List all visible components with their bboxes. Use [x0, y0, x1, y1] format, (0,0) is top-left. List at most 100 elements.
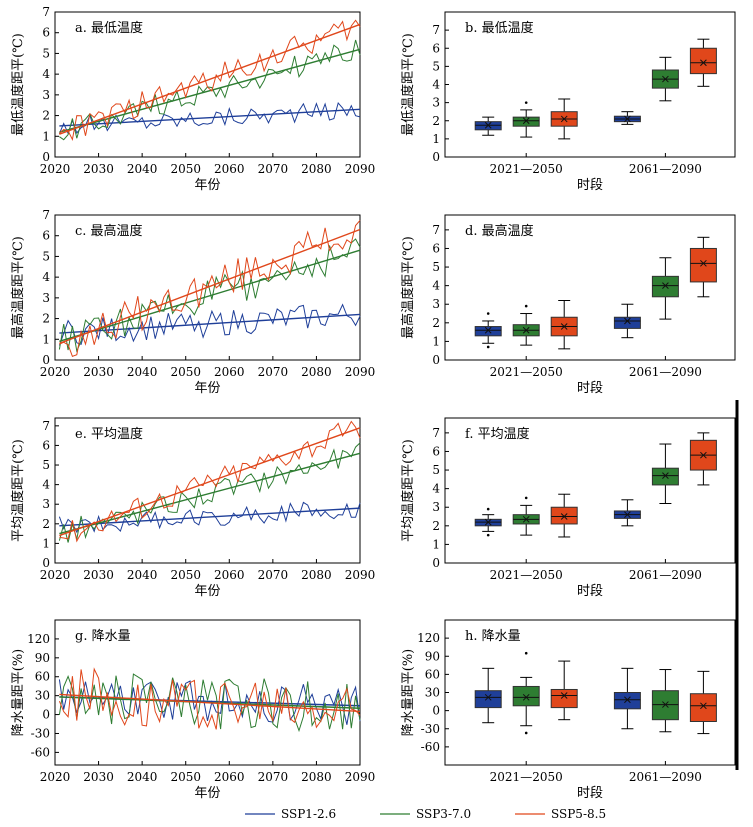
box-outlier: [524, 731, 528, 735]
series-line-SSP5-8.5: [59, 420, 361, 543]
y-tick-label: 0: [432, 353, 440, 367]
legend-label: SSP1-2.6: [281, 807, 336, 821]
x-tick-label: 2060: [214, 162, 245, 176]
x-tick-label: 2050: [170, 162, 201, 176]
x-tick-label: 2080: [301, 770, 332, 784]
box-outlier: [486, 507, 490, 511]
trend-line-SSP3-7.0: [59, 48, 361, 133]
y-tick-label: -30: [421, 722, 440, 736]
box-mean-marker: [700, 259, 707, 267]
x-tick-label: 2030: [83, 162, 114, 176]
y-tick-label: 1: [432, 132, 440, 146]
panel-d: d. 最高温度 0 1 2 3 4 5 6 7 最高温度距平(℃) 时段 2021—2050 2061—…: [400, 214, 736, 396]
y-tick-label: 5: [432, 260, 440, 274]
box-mean-marker: [522, 326, 530, 334]
box-2061—2090-SSP5-8.5: [689, 432, 717, 486]
y-axis-label: 最高温度距平(℃): [400, 236, 416, 339]
series-line-SSP3-7.0: [59, 39, 361, 141]
x-axis-label: 时段: [577, 584, 603, 599]
y-tick-label: 3: [42, 88, 50, 102]
y-tick-label: 7: [42, 208, 50, 222]
y-tick-label: 6: [432, 444, 440, 458]
panel-title: h. 降水量: [465, 629, 521, 644]
y-tick-label: 2: [42, 517, 50, 531]
y-tick-label: 1: [432, 334, 440, 348]
x-axis-label: 年份: [194, 178, 220, 193]
y-tick-label: 7: [42, 419, 50, 433]
x-tick-label: 2060: [214, 568, 245, 582]
box-iqr: [512, 685, 540, 707]
x-tick-label: 2021—2050: [490, 568, 563, 582]
box-outlier: [486, 312, 490, 315]
y-tick-label: 0: [432, 704, 440, 718]
box-iqr: [550, 688, 578, 709]
y-tick-label: 3: [432, 297, 440, 311]
panel-b: b. 最低温度 0 1 2 3 4 5 6 7 最低温度距平(℃) 时段 2021—2050 2061—…: [400, 11, 736, 193]
x-tick-label: 2050: [170, 770, 201, 784]
box-mean-marker: [700, 59, 707, 67]
panel-title: f. 平均温度: [465, 426, 530, 442]
box-mean-marker: [484, 518, 492, 526]
series-line-SSP5-8.5: [59, 220, 361, 357]
panel-a: a. 最低温度 0 1 2 3 4 5 6 7 最低温度距平(℃) 年份 2020 2030 2040 20…: [10, 5, 375, 193]
x-axis-label: 时段: [577, 178, 603, 193]
y-tick-label: 0: [42, 353, 50, 367]
y-tick-label: 60: [425, 667, 440, 681]
y-tick-label: 0: [42, 150, 50, 164]
y-axis-label: 平均温度距平(℃): [10, 439, 26, 542]
x-tick-label: 2061—2090: [629, 770, 702, 784]
box-iqr: [613, 316, 641, 329]
plot-frame: [54, 417, 361, 564]
box-mean-marker: [624, 696, 631, 704]
y-tick-label: 3: [432, 500, 440, 514]
x-tick-label: 2061—2090: [629, 568, 702, 582]
plot-frame: [444, 214, 736, 361]
y-tick-label: 2: [42, 109, 50, 123]
box-2021—2050-SSP1-2.6: [474, 116, 502, 136]
y-tick-label: 3: [42, 497, 50, 511]
box-2021—2050-SSP1-2.6: [474, 507, 502, 537]
x-tick-label: 2060: [214, 770, 245, 784]
box-2061—2090-SSP3-7.0: [651, 56, 679, 102]
x-tick-label: 2090: [345, 770, 376, 784]
box-2061—2090-SSP3-7.0: [651, 669, 679, 733]
box-mean-marker: [560, 323, 568, 330]
box-outlier: [486, 345, 490, 349]
box-iqr: [474, 690, 502, 709]
y-tick-label: 120: [417, 631, 440, 645]
trend-line-SSP3-7.0: [59, 452, 361, 535]
box-2021—2050-SSP5-8.5: [550, 98, 578, 140]
y-tick-label: 4: [432, 78, 440, 92]
series-line-SSP1-2.6: [58, 101, 361, 135]
y-tick-label: 3: [432, 96, 440, 110]
x-tick-label: 2020: [40, 365, 71, 379]
box-outlier: [524, 496, 528, 500]
y-tick-label: 2: [432, 519, 440, 533]
y-tick-label: 90: [35, 651, 50, 665]
box-iqr: [689, 693, 717, 722]
x-tick-label: 2040: [127, 162, 158, 176]
y-tick-label: 1: [432, 537, 440, 551]
plot-frame: [54, 214, 361, 361]
trend-line-SSP5-8.5: [59, 427, 361, 537]
box-mean-marker: [700, 702, 707, 710]
box-mean-marker: [484, 693, 492, 701]
x-tick-label: 2070: [258, 770, 289, 784]
x-tick-label: 2040: [127, 365, 158, 379]
y-tick-label: 7: [432, 426, 440, 440]
box-outlier: [524, 304, 528, 308]
y-axis-label: 平均温度距平(℃): [400, 439, 416, 542]
x-tick-label: 2061—2090: [629, 162, 702, 176]
x-tick-label: 2030: [83, 568, 114, 582]
box-2061—2090-SSP5-8.5: [689, 670, 717, 735]
y-tick-label: 30: [35, 689, 50, 703]
panel-title: e. 平均温度: [75, 426, 143, 442]
y-tick-label: 5: [432, 463, 440, 477]
x-tick-label: 2050: [170, 365, 201, 379]
legend-item-SSP1-2.6: SSP1-2.6: [245, 807, 336, 821]
panel-title: g. 降水量: [75, 629, 131, 644]
box-mean-marker: [484, 121, 492, 129]
trend-line-SSP5-8.5: [59, 228, 361, 345]
